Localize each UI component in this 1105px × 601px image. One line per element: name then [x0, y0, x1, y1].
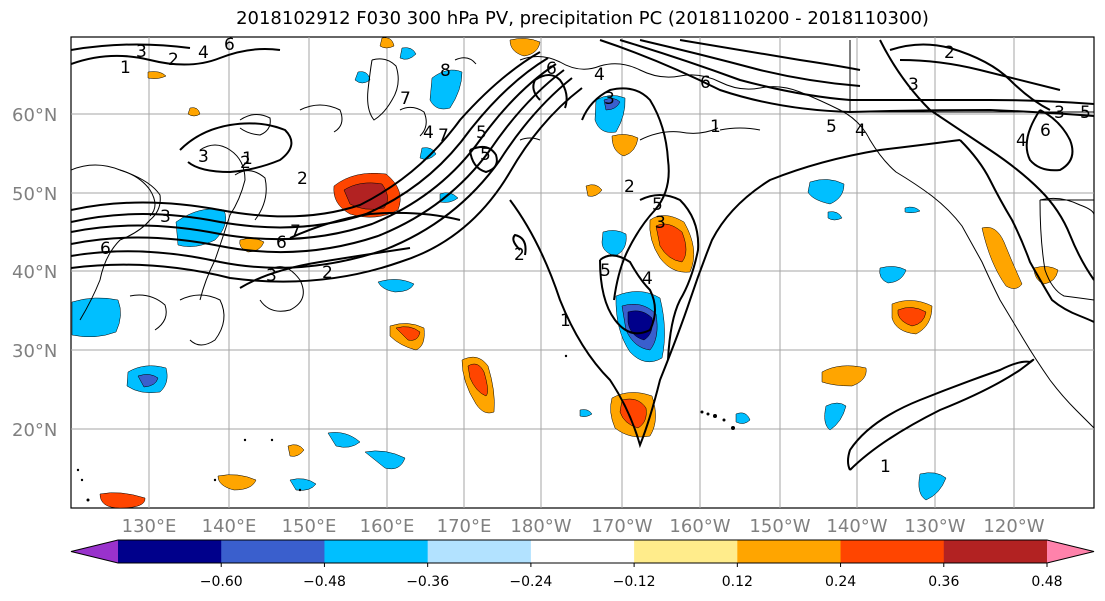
contour-label: 5 — [480, 145, 491, 165]
colorbar-segment — [530, 540, 635, 563]
colorbar-tick-label: 0.12 — [722, 574, 753, 590]
contour-label: 5 — [1080, 103, 1091, 123]
colorbar-segment — [221, 540, 325, 563]
contour-label: 2 — [514, 245, 525, 265]
contour-label: 4 — [642, 269, 653, 289]
contour-label: 1 — [880, 457, 891, 477]
lon-label: 140°E — [202, 516, 257, 537]
colorbar-tick-label: −0.60 — [200, 574, 243, 590]
lon-label: 150°W — [749, 516, 810, 537]
lon-label: 120°W — [983, 516, 1044, 537]
colorbar-segment — [943, 540, 1048, 563]
lat-label: 50°N — [12, 184, 57, 205]
colorbar-tick-label: 0.48 — [1031, 574, 1062, 590]
contour-label: 2 — [322, 263, 333, 283]
lon-label: 160°W — [669, 516, 730, 537]
contour-label: 2 — [944, 43, 955, 63]
map-title: 2018102912 F030 300 hPa PV, precipitatio… — [236, 8, 929, 29]
lat-label: 20°N — [12, 420, 57, 441]
lat-label: 60°N — [12, 105, 57, 126]
colorbar-extend-max — [1047, 540, 1094, 563]
colorbar-segment — [737, 540, 842, 563]
lon-label: 140°W — [826, 516, 887, 537]
contour-label: 3 — [266, 266, 277, 286]
contour-label: 3 — [604, 89, 615, 109]
contour-label: 2 — [168, 50, 179, 70]
contour-label: 4 — [594, 65, 605, 85]
colorbar-extend-min — [71, 540, 118, 563]
contour-labels: 3 1 2 4 6 8 7 5 6 2 3 1 2 3 6 7 3 6 5 4 … — [100, 35, 1091, 477]
colorbar-segment — [840, 540, 945, 563]
contour-label: 1 — [560, 311, 571, 331]
coastlines — [71, 40, 1094, 429]
colorbar-segment — [427, 540, 532, 563]
contour-label: 6 — [700, 73, 711, 93]
colorbar-tick-label: −0.48 — [303, 574, 346, 590]
contour-label: 3 — [160, 207, 171, 227]
contour-label: 6 — [224, 35, 235, 55]
colorbar-tick-label: −0.12 — [613, 574, 656, 590]
lon-label: 170°E — [437, 516, 492, 537]
lon-label: 180°W — [510, 516, 571, 537]
contour-label: 2 — [624, 177, 635, 197]
longitude-labels: 130°E 140°E 150°E 160°E 170°E 180°W 170°… — [122, 516, 1045, 537]
contour-label: 3 — [136, 42, 147, 62]
lat-label: 30°N — [12, 341, 57, 362]
colorbar — [70, 539, 1095, 564]
contour-label: 7 — [290, 222, 301, 242]
contour-label: 6 — [546, 59, 557, 79]
contour-label: 2 — [297, 169, 308, 189]
colorbar-ticks: −0.60 −0.48 −0.36 −0.24 −0.12 0.12 0.24 0.36 0.4… — [200, 563, 1063, 590]
colorbar-segment — [324, 540, 429, 563]
contour-label: 8 — [440, 61, 451, 81]
pv-contours — [71, 39, 1094, 471]
precip-negative-areas — [71, 47, 947, 501]
contour-label: 4 — [423, 123, 434, 143]
contour-label: 4 — [1016, 131, 1027, 151]
colorbar-segment — [634, 540, 738, 563]
colorbar-tick-label: −0.24 — [509, 574, 552, 590]
lat-label: 40°N — [12, 262, 57, 283]
colorbar-outline — [70, 539, 1095, 564]
lon-label: 170°W — [591, 516, 652, 537]
lon-label: 130°E — [122, 516, 177, 537]
contour-label: 1 — [710, 117, 721, 137]
colorbar-tick-label: 0.24 — [825, 574, 856, 590]
colorbar-tick-label: 0.36 — [928, 574, 959, 590]
map-frame — [70, 36, 1095, 509]
contour-label: 3 — [1054, 103, 1065, 123]
contour-label: 3 — [908, 75, 919, 95]
contour-label: 2 — [240, 153, 251, 173]
latitude-labels: 60°N 50°N 40°N 30°N 20°N — [12, 105, 57, 441]
contour-label: 4 — [855, 121, 866, 141]
contour-label: 5 — [476, 123, 487, 143]
contour-label: 6 — [276, 233, 287, 253]
precip-positive-areas — [99, 37, 1059, 508]
contour-label: 5 — [826, 117, 837, 137]
contour-label: 5 — [600, 261, 611, 281]
contour-label: 1 — [242, 149, 253, 169]
contour-label: 3 — [198, 147, 209, 167]
colorbar-tick-label: −0.36 — [406, 574, 449, 590]
contour-label: 6 — [100, 239, 111, 259]
contour-label: 7 — [438, 126, 449, 146]
contour-label: 5 — [652, 195, 663, 215]
lon-label: 130°W — [904, 516, 965, 537]
lon-label: 160°E — [360, 516, 415, 537]
contour-label: 4 — [198, 43, 209, 63]
contour-label: 6 — [1040, 121, 1051, 141]
contour-label: 7 — [400, 89, 411, 109]
islands — [76, 354, 735, 502]
lon-label: 150°E — [282, 516, 337, 537]
contour-label: 3 — [655, 213, 666, 233]
colorbar-segment — [118, 540, 222, 563]
contour-label: 1 — [120, 58, 131, 78]
